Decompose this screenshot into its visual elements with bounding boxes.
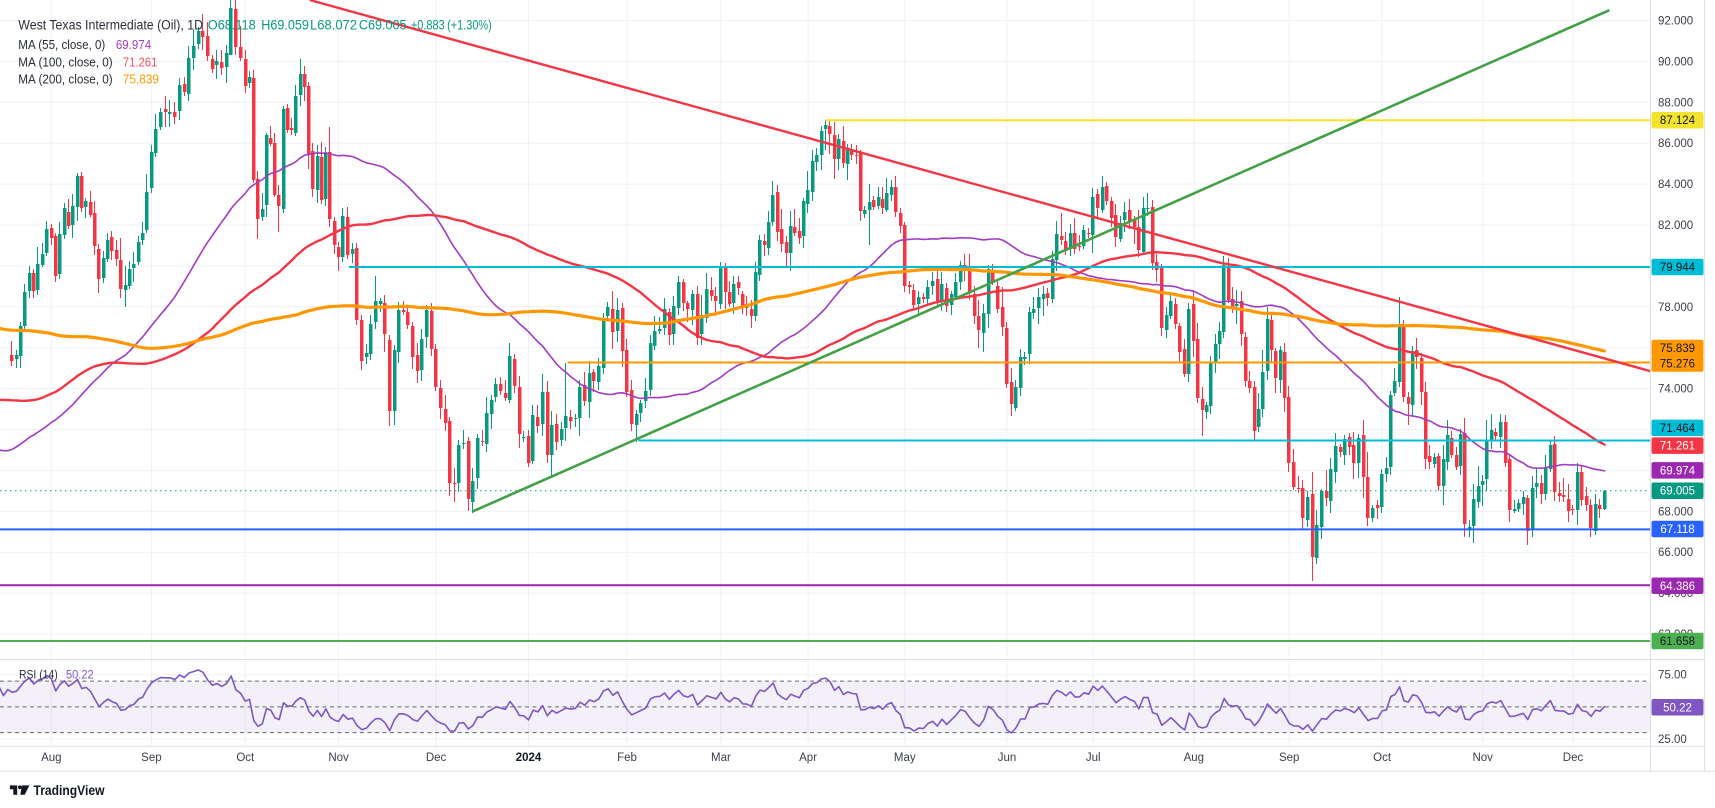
svg-text:RSI (14): RSI (14): [19, 670, 58, 682]
svg-text:69.974: 69.974: [1660, 465, 1696, 477]
svg-text:Aug: Aug: [1184, 752, 1204, 764]
svg-text:Sep: Sep: [141, 752, 161, 764]
svg-text:90.000: 90.000: [1658, 56, 1693, 68]
svg-text:50.22: 50.22: [1663, 702, 1692, 714]
svg-text:69.005: 69.005: [1660, 486, 1695, 498]
svg-text:88.000: 88.000: [1658, 97, 1693, 109]
svg-text:Jun: Jun: [998, 752, 1017, 764]
svg-text:25.00: 25.00: [1658, 734, 1687, 746]
svg-text:71.464: 71.464: [1660, 423, 1696, 435]
svg-text:Sep: Sep: [1279, 752, 1299, 764]
svg-text:64.386: 64.386: [1660, 581, 1695, 593]
svg-text:74.000: 74.000: [1658, 384, 1693, 396]
svg-text:2024: 2024: [516, 752, 542, 764]
svg-text:71.261: 71.261: [123, 54, 158, 69]
svg-text:(+1.30%): (+1.30%): [447, 18, 492, 33]
svg-text:Oct: Oct: [236, 752, 255, 764]
svg-text:Oct: Oct: [1373, 752, 1392, 764]
svg-text:Feb: Feb: [617, 752, 637, 764]
svg-text:Mar: Mar: [711, 752, 731, 764]
svg-text:MA (200, close, 0): MA (200, close, 0): [18, 72, 112, 87]
svg-text:MA (55, close, 0): MA (55, close, 0): [18, 37, 105, 52]
svg-text:Dec: Dec: [426, 752, 447, 764]
svg-text:Apr: Apr: [799, 752, 817, 764]
svg-text:66.000: 66.000: [1658, 547, 1693, 559]
svg-text:61.658: 61.658: [1660, 636, 1695, 648]
svg-text:West Texas Intermediate (Oil),: West Texas Intermediate (Oil), 1D: [18, 18, 203, 33]
svg-text:Aug: Aug: [41, 752, 61, 764]
svg-text:75.839: 75.839: [1660, 343, 1695, 355]
svg-text:+0.883: +0.883: [411, 18, 445, 33]
svg-text:C69.005: C69.005: [359, 18, 407, 33]
svg-text:TradingView: TradingView: [34, 783, 105, 798]
svg-text:67.118: 67.118: [1660, 524, 1694, 536]
svg-text:75.839: 75.839: [123, 72, 159, 87]
svg-text:75.276: 75.276: [1660, 359, 1695, 371]
svg-text:79.944: 79.944: [1660, 262, 1696, 274]
svg-text:92.000: 92.000: [1658, 16, 1693, 28]
svg-text:82.000: 82.000: [1658, 220, 1693, 232]
svg-text:Dec: Dec: [1563, 752, 1584, 764]
svg-text:68.000: 68.000: [1658, 506, 1693, 518]
svg-text:Nov: Nov: [1472, 752, 1493, 764]
svg-text:86.000: 86.000: [1658, 138, 1693, 150]
svg-text:87.124: 87.124: [1660, 115, 1696, 127]
svg-text:L68.072: L68.072: [310, 18, 357, 33]
svg-text:H69.059: H69.059: [261, 18, 309, 33]
svg-text:75.00: 75.00: [1658, 670, 1687, 682]
svg-text:50.22: 50.22: [66, 670, 94, 682]
svg-text:Nov: Nov: [328, 752, 349, 764]
svg-text:84.000: 84.000: [1658, 179, 1693, 191]
svg-text:78.000: 78.000: [1658, 302, 1693, 314]
svg-text:69.974: 69.974: [116, 37, 151, 52]
svg-text:O68.118: O68.118: [208, 18, 256, 33]
svg-text:71.261: 71.261: [1660, 441, 1695, 453]
svg-text:Jul: Jul: [1086, 752, 1101, 764]
svg-text:May: May: [894, 752, 916, 764]
svg-text:MA (100, close, 0): MA (100, close, 0): [18, 54, 112, 69]
